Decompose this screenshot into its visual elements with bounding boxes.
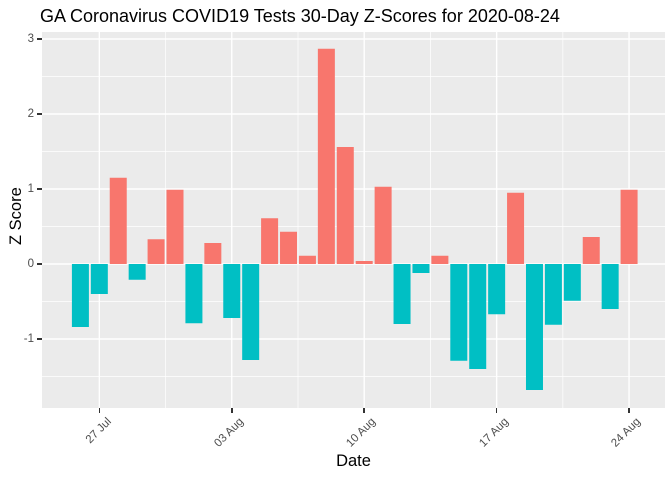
bar-2020-08-11	[374, 186, 392, 264]
bar-2020-07-26	[71, 264, 89, 327]
x-tick-mark	[363, 408, 365, 413]
bar-2020-08-02	[204, 243, 222, 264]
bar-2020-08-24	[620, 189, 638, 264]
x-tick-label: 17 Aug	[477, 415, 511, 450]
bar-2020-08-15	[450, 264, 468, 361]
bar-2020-08-04	[242, 264, 260, 360]
x-tick-label: 03 Aug	[212, 415, 247, 450]
plot-panel	[42, 32, 665, 408]
bar-2020-08-23	[601, 264, 619, 309]
bar-2020-07-28	[109, 177, 127, 264]
bar-2020-08-10	[355, 261, 373, 264]
x-tick-mark	[495, 408, 498, 413]
bar-2020-08-06	[280, 231, 298, 264]
x-tick-mark	[628, 408, 630, 413]
bar-2020-08-20	[544, 264, 562, 325]
plot-title: GA Coronavirus COVID19 Tests 30-Day Z-Sc…	[40, 6, 560, 26]
bar-2020-08-09	[336, 147, 354, 264]
y-tick-label: 0	[27, 258, 34, 270]
x-tick-label: 27 Jul	[83, 415, 114, 446]
y-tick-label: 1	[27, 183, 34, 195]
y-tick-label: 3	[27, 33, 34, 45]
bar-2020-07-31	[166, 189, 184, 264]
bar-2020-08-14	[431, 255, 449, 264]
bar-2020-08-05	[261, 218, 279, 264]
y-tick-mark	[37, 113, 42, 115]
bar-2020-08-17	[488, 264, 506, 315]
y-tick-mark	[37, 338, 42, 340]
y-tick-label: 2	[27, 108, 34, 120]
x-tick-mark	[98, 408, 101, 413]
bar-2020-08-08	[317, 48, 335, 264]
y-tick-mark	[37, 188, 42, 190]
bar-2020-08-18	[507, 192, 525, 264]
bar-2020-08-03	[223, 264, 241, 318]
bar-2020-08-19	[525, 264, 543, 390]
bar-2020-08-22	[582, 237, 600, 264]
bar-2020-08-16	[469, 264, 487, 369]
x-tick-mark	[231, 408, 233, 413]
bar-2020-08-07	[298, 255, 316, 264]
bars-and-gridlines-canvas	[42, 32, 665, 408]
y-tick-label: -1	[23, 333, 34, 345]
y-tick-mark	[37, 38, 42, 40]
x-tick-label: 10 Aug	[344, 415, 379, 450]
bar-2020-08-12	[393, 264, 411, 324]
y-tick-mark	[37, 263, 42, 265]
bar-2020-08-21	[563, 264, 581, 301]
bar-2020-07-29	[128, 264, 146, 280]
bar-2020-08-01	[185, 264, 203, 324]
bar-2020-08-13	[412, 264, 430, 273]
bar-2020-07-27	[90, 264, 108, 294]
x-tick-label: 24 Aug	[609, 415, 644, 450]
x-axis-title: Date	[336, 452, 371, 470]
bar-2020-07-30	[147, 239, 165, 264]
